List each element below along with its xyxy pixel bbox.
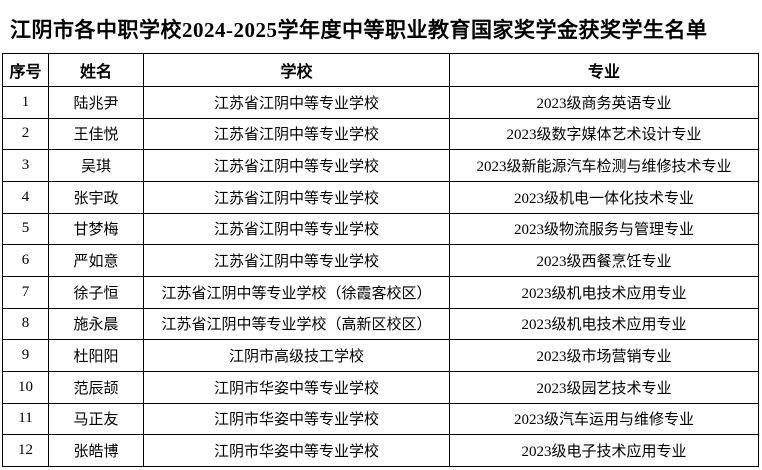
cell-seq: 12 bbox=[2, 434, 49, 467]
cell-school: 江苏省江阴中等专业学校（徐霞客校区） bbox=[143, 275, 450, 309]
cell-school: 江阴市华姿中等专业学校 bbox=[143, 402, 450, 436]
table-row: 6 严如意 江苏省江阴中等专业学校 2023级西餐烹饪专业 bbox=[2, 244, 759, 277]
cell-school: 江苏省江阴中等专业学校 bbox=[143, 117, 450, 151]
cell-school: 江苏省江阴中等专业学校（高新区校区） bbox=[143, 307, 450, 341]
cell-major: 2023级数字媒体艺术设计专业 bbox=[449, 117, 759, 151]
table-row: 2 王佳悦 江苏省江阴中等专业学校 2023级数字媒体艺术设计专业 bbox=[2, 117, 759, 151]
cell-major: 2023级商务英语专业 bbox=[449, 86, 759, 119]
table-row: 8 施永晨 江苏省江阴中等专业学校（高新区校区） 2023级机电技术应用专业 bbox=[2, 307, 759, 341]
cell-school: 江阴市华姿中等专业学校 bbox=[143, 370, 450, 404]
cell-seq: 4 bbox=[2, 180, 49, 214]
cell-name: 范辰颉 bbox=[48, 370, 144, 404]
table-header-row: 序号 姓名 学校 专业 bbox=[2, 53, 759, 87]
table-row: 12 张皓博 江阴市华姿中等专业学校 2023级电子技术应用专业 bbox=[2, 434, 759, 467]
cell-major: 2023级机电技术应用专业 bbox=[449, 275, 759, 309]
table-row: 9 杜阳阳 江阴市高级技工学校 2023级市场营销专业 bbox=[2, 339, 759, 372]
table-row: 4 张宇政 江苏省江阴中等专业学校 2023级机电一体化技术专业 bbox=[2, 180, 759, 214]
cell-major: 2023级物流服务与管理专业 bbox=[449, 212, 759, 246]
cell-seq: 3 bbox=[2, 149, 49, 182]
cell-name: 陆兆尹 bbox=[48, 86, 144, 119]
table-row: 7 徐子恒 江苏省江阴中等专业学校（徐霞客校区） 2023级机电技术应用专业 bbox=[2, 275, 759, 309]
cell-seq: 2 bbox=[2, 117, 49, 151]
cell-seq: 9 bbox=[2, 339, 49, 372]
table-row: 1 陆兆尹 江苏省江阴中等专业学校 2023级商务英语专业 bbox=[2, 86, 759, 119]
cell-seq: 5 bbox=[2, 212, 49, 246]
cell-name: 施永晨 bbox=[48, 307, 144, 341]
table-body: 1 陆兆尹 江苏省江阴中等专业学校 2023级商务英语专业 2 王佳悦 江苏省江阴中等专业学… bbox=[2, 86, 759, 467]
cell-name: 杜阳阳 bbox=[48, 339, 144, 372]
award-students-table: 序号 姓名 学校 专业 1 陆兆尹 江苏省江阴中等专业学校 2023级商务英语专业 2 王… bbox=[2, 53, 759, 467]
cell-seq: 6 bbox=[2, 244, 49, 277]
cell-name: 张宇政 bbox=[48, 180, 144, 214]
column-header-seq: 序号 bbox=[2, 53, 49, 87]
column-header-major: 专业 bbox=[449, 53, 759, 87]
cell-major: 2023级电子技术应用专业 bbox=[449, 434, 759, 467]
page-title: 江阴市各中职学校2024-2025学年度中等职业教育国家奖学金获奖学生名单 bbox=[10, 18, 708, 42]
table-row: 10 范辰颉 江阴市华姿中等专业学校 2023级园艺技术专业 bbox=[2, 370, 759, 404]
cell-seq: 10 bbox=[2, 370, 49, 404]
table-row: 11 马正友 江阴市华姿中等专业学校 2023级汽车运用与维修专业 bbox=[2, 402, 759, 436]
cell-major: 2023级市场营销专业 bbox=[449, 339, 759, 372]
cell-name: 王佳悦 bbox=[48, 117, 144, 151]
cell-name: 张皓博 bbox=[48, 434, 144, 467]
cell-school: 江苏省江阴中等专业学校 bbox=[143, 244, 450, 277]
cell-school: 江阴市华姿中等专业学校 bbox=[143, 434, 450, 467]
column-header-name: 姓名 bbox=[48, 53, 144, 87]
cell-major: 2023级机电技术应用专业 bbox=[449, 307, 759, 341]
cell-name: 严如意 bbox=[48, 244, 144, 277]
column-header-school: 学校 bbox=[143, 53, 450, 87]
cell-name: 徐子恒 bbox=[48, 275, 144, 309]
cell-seq: 8 bbox=[2, 307, 49, 341]
cell-seq: 11 bbox=[2, 402, 49, 436]
cell-school: 江苏省江阴中等专业学校 bbox=[143, 180, 450, 214]
cell-major: 2023级汽车运用与维修专业 bbox=[449, 402, 759, 436]
table-row: 5 甘梦梅 江苏省江阴中等专业学校 2023级物流服务与管理专业 bbox=[2, 212, 759, 246]
cell-school: 江苏省江阴中等专业学校 bbox=[143, 86, 450, 119]
cell-school: 江阴市高级技工学校 bbox=[143, 339, 450, 372]
cell-school: 江苏省江阴中等专业学校 bbox=[143, 212, 450, 246]
cell-seq: 1 bbox=[2, 86, 49, 119]
cell-name: 甘梦梅 bbox=[48, 212, 144, 246]
cell-major: 2023级园艺技术专业 bbox=[449, 370, 759, 404]
table-row: 3 吴琪 江苏省江阴中等专业学校 2023级新能源汽车检测与维修技术专业 bbox=[2, 149, 759, 182]
cell-major: 2023级机电一体化技术专业 bbox=[449, 180, 759, 214]
cell-name: 吴琪 bbox=[48, 149, 144, 182]
cell-name: 马正友 bbox=[48, 402, 144, 436]
cell-major: 2023级西餐烹饪专业 bbox=[449, 244, 759, 277]
cell-major: 2023级新能源汽车检测与维修技术专业 bbox=[449, 149, 759, 182]
cell-seq: 7 bbox=[2, 275, 49, 309]
cell-school: 江苏省江阴中等专业学校 bbox=[143, 149, 450, 182]
